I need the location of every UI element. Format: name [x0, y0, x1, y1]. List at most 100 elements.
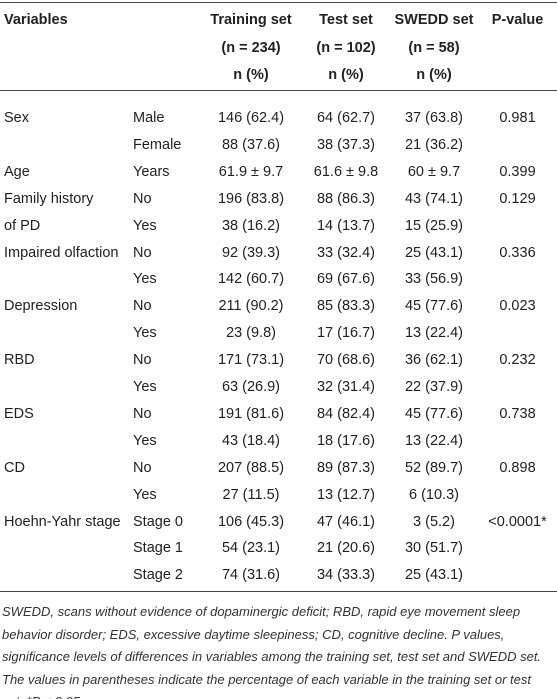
body-cell: 30 (51.7) — [404, 540, 464, 557]
body-cell: 0.129 — [499, 190, 536, 207]
body-cell: 61.6 ± 9.8 — [313, 163, 379, 180]
body-cell: 196 (83.8) — [217, 190, 285, 207]
body-cell: 60 ± 9.7 — [407, 163, 461, 180]
body-cell: RBD — [4, 352, 35, 369]
body-cell: Hoehn-Yahr stage — [4, 513, 121, 530]
body-cell: <0.0001* — [488, 513, 547, 530]
body-cell: 25 (43.1) — [404, 567, 464, 584]
header-cell: Training set — [210, 12, 292, 28]
body-cell: 84 (82.4) — [316, 405, 376, 422]
body-cell: 43 (74.1) — [404, 190, 464, 207]
header-cell: Variables — [4, 12, 68, 28]
body-cell: 64 (62.7) — [316, 110, 376, 126]
body-cell: No — [133, 244, 152, 261]
body-cell: Yes — [133, 325, 157, 342]
body-cell: 18 (17.6) — [316, 432, 376, 449]
body-cell: 191 (81.6) — [217, 405, 285, 422]
header-cell: Test set — [319, 12, 373, 28]
body-cell: 0.399 — [499, 163, 536, 180]
body-cell: 0.023 — [499, 298, 536, 315]
body-cell: EDS — [4, 405, 34, 422]
body-cell: 0.738 — [499, 405, 536, 422]
body-cell: 25 (43.1) — [404, 244, 464, 261]
body-cell: 13 (22.4) — [404, 325, 464, 342]
body-cell: 171 (73.1) — [217, 352, 285, 369]
body-cell: 211 (90.2) — [218, 298, 284, 315]
body-cell: 34 (33.3) — [316, 567, 376, 584]
body-cell: No — [133, 405, 152, 422]
body-cell: No — [133, 190, 152, 207]
body-cell: 33 (56.9) — [404, 271, 464, 288]
body-cell: 88 (86.3) — [316, 190, 376, 207]
header-cell: n (%) — [328, 67, 364, 83]
body-cell: 21 (20.6) — [316, 540, 376, 557]
body-cell: 45 (77.6) — [404, 405, 464, 422]
bottom-rule — [0, 591, 557, 592]
body-cell: 74 (31.6) — [221, 567, 281, 584]
header-cell: (n = 58) — [408, 39, 460, 56]
body-cell: 89 (87.3) — [316, 459, 376, 476]
body-cell: No — [133, 459, 152, 476]
body-cell: Yes — [133, 379, 157, 395]
body-cell: 52 (89.7) — [404, 459, 464, 476]
body-cell: Female — [133, 136, 182, 153]
body-cell: 43 (18.4) — [221, 432, 281, 449]
body-cell: Yes — [133, 432, 157, 449]
body-cell: 36 (62.1) — [404, 352, 464, 369]
footnote: SWEDD, scans without evidence of dopamin… — [2, 604, 542, 699]
body-cell: 23 (9.8) — [226, 325, 276, 342]
body-cell: 27 (11.5) — [222, 486, 280, 503]
body-cell: Sex — [4, 110, 29, 126]
body-cell: 6 (10.3) — [409, 486, 459, 503]
body-cell: Male — [133, 110, 165, 126]
header-cell: P-value — [491, 12, 544, 28]
body-cell: 207 (88.5) — [217, 459, 285, 476]
body-cell: 70 (68.6) — [316, 352, 376, 369]
body-cell: Family history — [4, 190, 94, 207]
body-cell: 142 (60.7) — [217, 271, 285, 288]
body-cell: of PD — [4, 217, 41, 234]
header-rule — [0, 90, 557, 91]
body-cell: 38 (37.3) — [316, 136, 376, 153]
body-cell: 15 (25.9) — [404, 217, 464, 234]
body-cell: 14 (13.7) — [316, 217, 376, 234]
body-cell: Impaired olfaction — [4, 244, 119, 261]
body-cell: 13 (12.7) — [316, 486, 376, 503]
body-cell: Stage 1 — [133, 540, 183, 557]
body-cell: No — [133, 298, 152, 315]
body-cell: 0.898 — [499, 459, 536, 476]
body-cell: 106 (45.3) — [217, 513, 285, 530]
body-cell: 63 (26.9) — [221, 379, 281, 395]
body-cell: Age — [4, 163, 30, 180]
body-cell: 13 (22.4) — [404, 432, 464, 449]
body-cell: 88 (37.6) — [221, 136, 281, 153]
body-cell: No — [133, 352, 152, 369]
top-rule — [0, 2, 557, 3]
body-cell: 3 (5.2) — [413, 513, 455, 530]
header-cell: SWEDD set — [394, 12, 474, 28]
body-cell: Years — [133, 163, 170, 180]
body-cell: 38 (16.2) — [221, 217, 281, 234]
body-cell: 37 (63.8) — [404, 110, 464, 126]
body-cell: 22 (37.9) — [404, 379, 464, 395]
body-cell: 85 (83.3) — [316, 298, 376, 315]
body-cell: 17 (16.7) — [316, 325, 376, 342]
body-cell: 21 (36.2) — [404, 136, 464, 153]
body-cell: Yes — [133, 217, 157, 234]
header-cell: n (%) — [233, 67, 269, 83]
body-cell: 45 (77.6) — [404, 298, 464, 315]
header-cell: (n = 234) — [221, 39, 281, 56]
body-cell: 54 (23.1) — [221, 540, 281, 557]
body-cell: 61.9 ± 9.7 — [218, 163, 284, 180]
body-cell: Stage 0 — [133, 513, 183, 530]
body-cell: 47 (46.1) — [316, 513, 376, 530]
body-cell: Stage 2 — [133, 567, 183, 584]
body-cell: 92 (39.3) — [221, 244, 281, 261]
body-cell: 33 (32.4) — [316, 244, 376, 261]
body-cell: Depression — [4, 298, 78, 315]
body-cell: Yes — [133, 271, 157, 288]
body-cell: CD — [4, 459, 25, 476]
body-cell: 146 (62.4) — [217, 110, 285, 126]
header-cell: (n = 102) — [316, 39, 376, 56]
